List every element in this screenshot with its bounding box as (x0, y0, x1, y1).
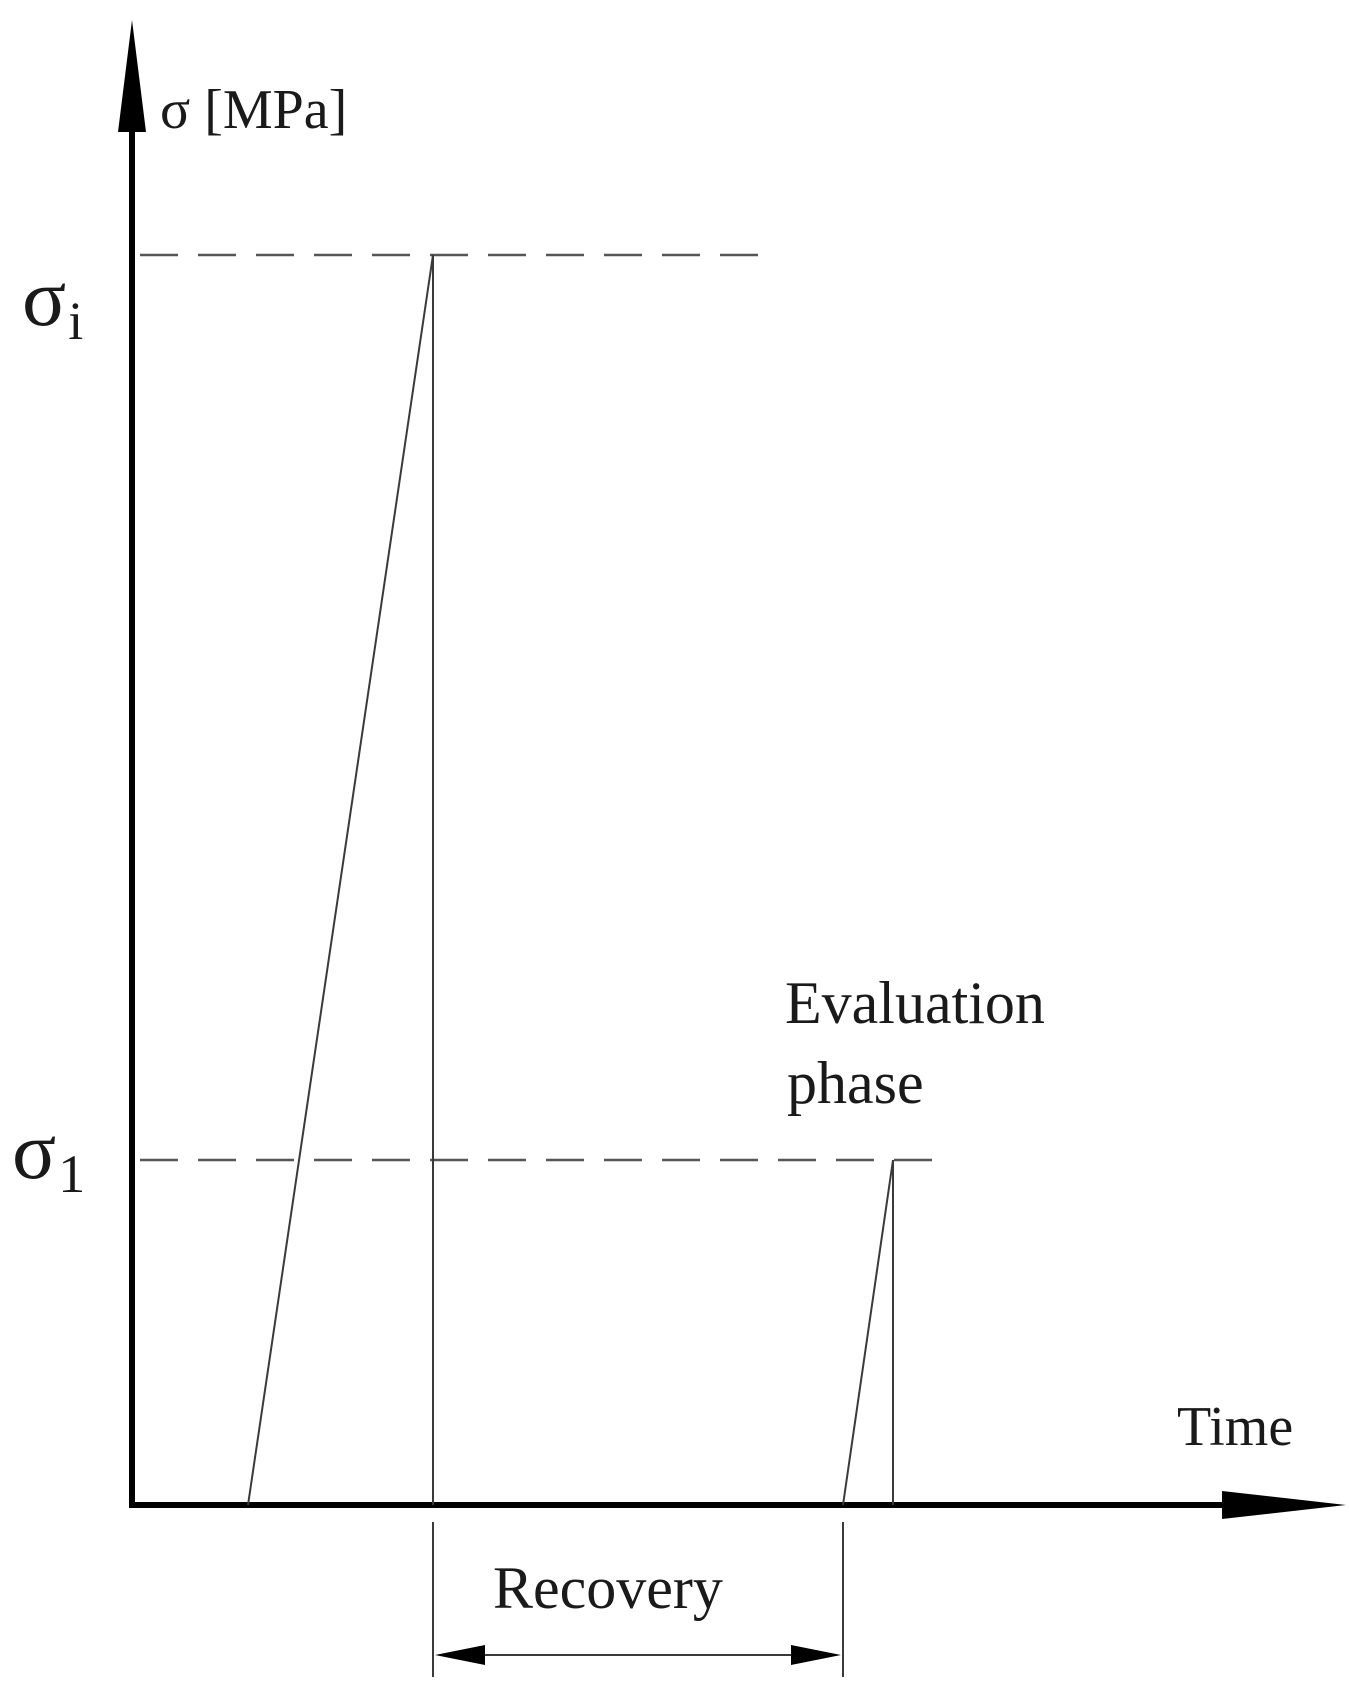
recovery-arrowhead-left (435, 1645, 485, 1665)
x-axis-arrowhead (1222, 1491, 1346, 1519)
recovery-label: Recovery (493, 1555, 723, 1621)
loading-ramp-sigma-i (247, 254, 434, 1506)
y-axis-label: σ [MPa] (160, 79, 347, 141)
sigma-i-label: σi (22, 252, 83, 351)
sigma-1-label: σ1 (12, 1105, 85, 1204)
x-axis-label: Time (1177, 1396, 1293, 1458)
evaluation-phase-label-line1: Evaluation (785, 970, 1045, 1036)
recovery-arrowhead-right (791, 1645, 841, 1665)
loading-ramp-sigma-1 (842, 1159, 894, 1506)
y-axis-arrowhead (118, 20, 146, 132)
evaluation-phase-label-line2: phase (787, 1050, 924, 1116)
